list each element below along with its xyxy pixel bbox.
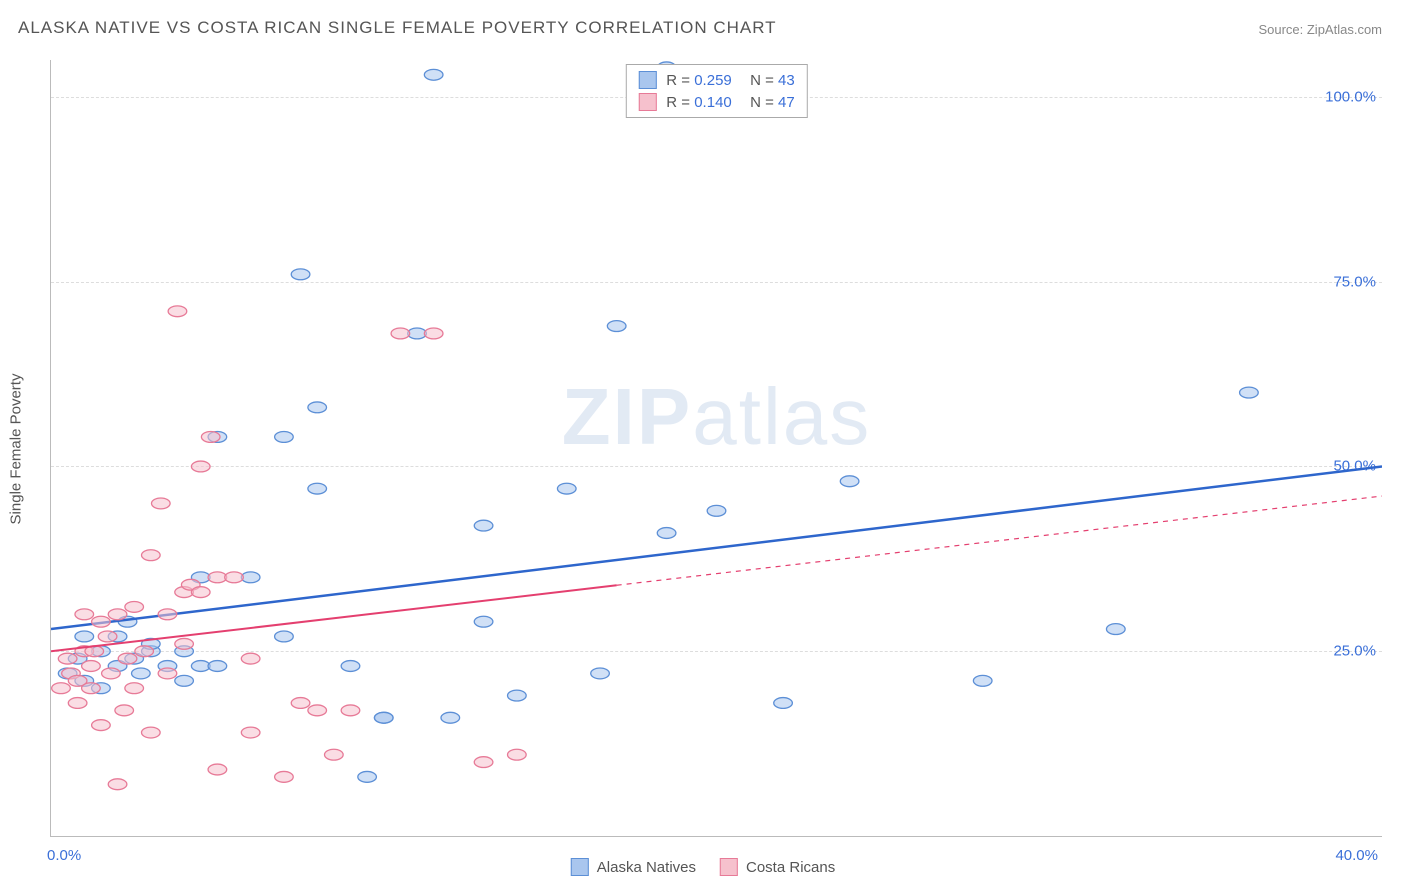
legend-label: Alaska Natives <box>597 859 696 876</box>
data-point <box>557 483 576 494</box>
data-point <box>225 572 244 583</box>
data-point <box>291 269 310 280</box>
legend-swatch <box>638 71 656 89</box>
data-point <box>108 779 127 790</box>
data-point <box>142 550 161 561</box>
data-point <box>125 683 144 694</box>
correlation-legend: R = 0.259 N = 43R = 0.140 N = 47 <box>625 64 807 118</box>
legend-item: Costa Ricans <box>720 858 835 876</box>
data-point <box>168 306 187 317</box>
legend-swatch <box>638 93 656 111</box>
data-point <box>175 675 194 686</box>
data-point <box>208 764 227 775</box>
legend-swatch <box>571 858 589 876</box>
data-point <box>75 631 94 642</box>
data-point <box>774 698 793 709</box>
legend-row: R = 0.140 N = 47 <box>638 91 794 113</box>
data-point <box>840 476 859 487</box>
legend-swatch <box>720 858 738 876</box>
chart-area: Single Female Poverty ZIPatlas R = 0.259… <box>50 60 1382 837</box>
trend-line <box>51 466 1382 629</box>
x-tick-label: 0.0% <box>47 847 81 864</box>
data-point <box>135 646 154 657</box>
data-point <box>68 698 87 709</box>
source-label: Source: ZipAtlas.com <box>1258 22 1382 37</box>
data-point <box>82 683 101 694</box>
data-point <box>102 668 121 679</box>
data-point <box>508 749 527 760</box>
data-point <box>58 653 77 664</box>
data-point <box>191 587 210 598</box>
data-point <box>208 661 227 672</box>
data-point <box>98 631 117 642</box>
data-point <box>191 661 210 672</box>
data-point <box>175 638 194 649</box>
data-point <box>92 720 111 731</box>
data-point <box>208 572 227 583</box>
legend-r: R = 0.140 <box>666 94 731 111</box>
data-point <box>241 572 260 583</box>
data-point <box>408 328 427 339</box>
data-point <box>424 69 443 80</box>
data-point <box>108 609 127 620</box>
data-point <box>132 668 151 679</box>
data-point <box>275 431 294 442</box>
data-point <box>591 668 610 679</box>
legend-n: N = 47 <box>742 94 795 111</box>
data-point <box>508 690 527 701</box>
legend-label: Costa Ricans <box>746 859 835 876</box>
data-point <box>707 505 726 516</box>
data-point <box>241 653 260 664</box>
data-point <box>973 675 992 686</box>
legend-item: Alaska Natives <box>571 858 696 876</box>
series-legend: Alaska Natives Costa Ricans <box>571 858 835 876</box>
data-point <box>474 520 493 531</box>
legend-row: R = 0.259 N = 43 <box>638 69 794 91</box>
data-point <box>241 727 260 738</box>
data-point <box>308 402 327 413</box>
data-point <box>158 668 177 679</box>
data-point <box>657 528 676 539</box>
data-point <box>151 498 170 509</box>
data-point <box>52 683 71 694</box>
data-point <box>1106 624 1125 635</box>
data-point <box>191 461 210 472</box>
data-point <box>158 609 177 620</box>
plot-svg <box>51 60 1382 836</box>
data-point <box>308 705 327 716</box>
y-axis-label: Single Female Poverty <box>8 373 25 524</box>
data-point <box>441 712 460 723</box>
data-point <box>118 653 137 664</box>
data-point <box>275 771 294 782</box>
data-point <box>142 727 161 738</box>
trend-line-dashed <box>617 496 1382 585</box>
legend-n: N = 43 <box>742 72 795 89</box>
data-point <box>325 749 344 760</box>
x-tick-label: 40.0% <box>1335 847 1378 864</box>
data-point <box>275 631 294 642</box>
data-point <box>1240 387 1259 398</box>
legend-r: R = 0.259 <box>666 72 731 89</box>
data-point <box>308 483 327 494</box>
data-point <box>92 616 111 627</box>
data-point <box>424 328 443 339</box>
data-point <box>474 757 493 768</box>
data-point <box>391 328 410 339</box>
data-point <box>115 705 134 716</box>
data-point <box>474 616 493 627</box>
chart-title: ALASKA NATIVE VS COSTA RICAN SINGLE FEMA… <box>18 18 777 38</box>
data-point <box>201 431 220 442</box>
data-point <box>341 661 360 672</box>
data-point <box>607 321 626 332</box>
data-point <box>374 712 393 723</box>
plot-region: ZIPatlas R = 0.259 N = 43R = 0.140 N = 4… <box>50 60 1382 837</box>
data-point <box>82 661 101 672</box>
data-point <box>75 609 94 620</box>
data-point <box>358 771 377 782</box>
data-point <box>341 705 360 716</box>
data-point <box>125 601 144 612</box>
data-point <box>291 698 310 709</box>
